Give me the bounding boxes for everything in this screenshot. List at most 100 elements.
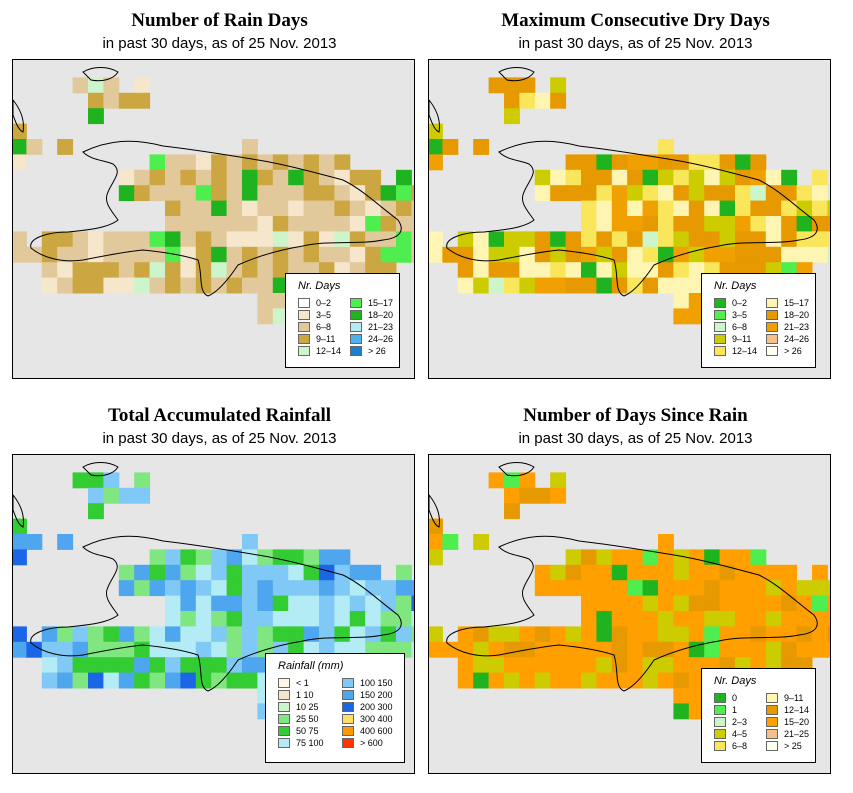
grid-cell: [596, 672, 613, 689]
grid-cell: [242, 611, 258, 627]
grid-cell: [673, 185, 690, 202]
grid-cell: [195, 626, 212, 643]
grid-cell: [226, 246, 243, 263]
grid-cell: [195, 657, 212, 674]
legend-swatch: [714, 729, 726, 739]
grid-cell: [41, 641, 58, 658]
grid-cell: [41, 626, 58, 643]
grid-cell: [627, 262, 644, 279]
grid-cell: [88, 487, 104, 504]
grid-cell: [13, 549, 27, 566]
grid-cell: [658, 564, 674, 581]
legend-swatch: [714, 298, 726, 308]
grid-cell: [627, 277, 644, 294]
map-panel-since-rain: Number of Days Since Rain in past 30 days…: [428, 395, 843, 785]
grid-cell: [765, 580, 782, 597]
grid-cell: [750, 185, 767, 202]
grid-cell: [765, 626, 782, 643]
grid-cell: [704, 611, 721, 627]
grid-cell: [658, 139, 674, 155]
grid-cell: [195, 216, 212, 232]
grid-cell: [688, 262, 705, 279]
grid-cell: [673, 231, 690, 248]
grid-cell: [565, 154, 582, 171]
grid-cell: [550, 580, 567, 597]
grid-cell: [195, 169, 212, 186]
grid-cell: [750, 154, 767, 171]
grid-cell: [796, 200, 813, 217]
grid-cell: [72, 246, 89, 263]
grid-cell: [565, 231, 582, 248]
grid-cell: [550, 472, 567, 489]
grid-cell: [627, 246, 644, 263]
grid-cell: [550, 672, 567, 689]
grid-cell: [704, 246, 721, 263]
grid-cell: [103, 231, 120, 248]
grid-cell: [149, 672, 166, 689]
grid-cell: [88, 657, 104, 674]
grid-cell: [257, 216, 274, 232]
grid-cell: [134, 262, 151, 279]
grid-cell: [765, 169, 782, 186]
grid-cell: [534, 626, 551, 643]
grid-cell: [13, 641, 27, 658]
grid-cell: [442, 139, 459, 155]
grid-cell: [13, 123, 27, 140]
grid-cell: [57, 231, 74, 248]
grid-cell: [735, 246, 751, 263]
grid-cell: [750, 595, 767, 612]
grid-cell: [26, 246, 43, 263]
grid-cell: [180, 277, 197, 294]
grid-cell: [550, 487, 567, 504]
grid-cell: [180, 231, 197, 248]
grid-cell: [195, 200, 212, 217]
grid-cell: [180, 185, 197, 202]
grid-cell: [550, 657, 567, 674]
grid-cell: [534, 262, 551, 279]
grid-cell: [57, 641, 74, 658]
panel-title: Number of Days Since Rain: [523, 405, 748, 426]
grid-cell: [488, 626, 505, 643]
grid-cell: [380, 580, 397, 597]
grid-cell: [396, 626, 412, 643]
grid-cell: [781, 626, 798, 643]
legend-swatch: [278, 702, 290, 712]
grid-cell: [688, 231, 705, 248]
grid-cell: [719, 216, 736, 232]
grid-cell: [673, 216, 690, 232]
grid-cell: [272, 185, 289, 202]
grid-cell: [596, 657, 613, 674]
legend-swatch: [298, 334, 310, 344]
grid-cell: [288, 216, 305, 232]
grid-cell: [550, 92, 567, 109]
grid-cell: [226, 595, 243, 612]
grid-cell: [488, 672, 505, 689]
grid-cell: [642, 231, 659, 248]
grid-cell: [257, 293, 274, 309]
grid-cell: [457, 657, 474, 674]
grid-cell: [103, 77, 120, 94]
grid-cell: [118, 277, 135, 294]
grid-cell: [396, 216, 412, 232]
legend-swatch: [766, 310, 778, 320]
grid-cell: [765, 200, 782, 217]
grid-cell: [134, 169, 151, 186]
grid-cell: [581, 231, 597, 248]
grid-cell: [226, 154, 243, 171]
legend-swatch: [342, 678, 354, 688]
legend-label: 6–8: [316, 322, 332, 332]
legend-title: Nr. Days: [714, 280, 757, 292]
coastline: [446, 140, 818, 297]
grid-cell: [781, 200, 798, 217]
map-area: Nr. Days 0 1 2–3 4–5 6–8 9–11 12–14 15–20 21–25 > …: [428, 454, 831, 774]
grid-cell: [257, 549, 274, 566]
grid-cell: [195, 611, 212, 627]
grid-cell: [442, 641, 459, 658]
grid-cell: [704, 641, 721, 658]
grid-cell: [596, 549, 613, 566]
grid-cell: [334, 169, 351, 186]
grid-cell: [488, 657, 505, 674]
grid-cell: [334, 246, 351, 263]
grid-cell: [611, 246, 628, 263]
grid-cell: [319, 169, 335, 186]
